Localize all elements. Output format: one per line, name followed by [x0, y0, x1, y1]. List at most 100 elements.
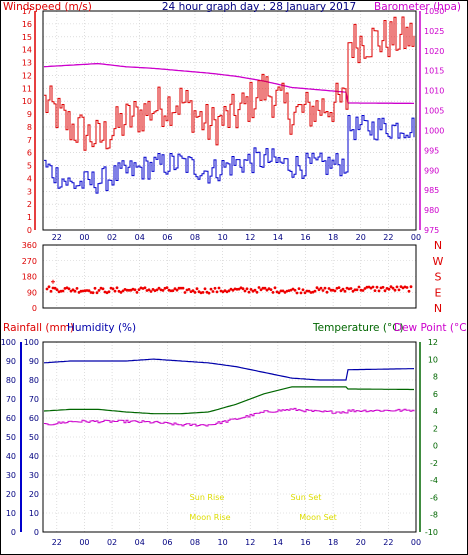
direction-point — [317, 288, 321, 292]
windspeed-tick-label: 17 — [22, 7, 32, 16]
windspeed-tick-label: 10 — [22, 97, 32, 106]
direction-point — [393, 288, 397, 292]
direction-point — [61, 289, 65, 293]
direction-point — [215, 290, 219, 294]
moon-rise-label: Moon Rise — [189, 513, 230, 522]
windspeed-tick-label: 16 — [22, 20, 32, 29]
direction-point — [301, 288, 305, 292]
direction-point — [361, 289, 365, 292]
direction-point — [337, 286, 341, 289]
direction-marker — [51, 279, 55, 284]
gust-line — [44, 115, 415, 194]
dewpoint-line — [44, 407, 415, 427]
direction-point — [209, 287, 213, 291]
hour-tick-label: 20 — [356, 538, 366, 547]
sun-set-label: Sun Set — [291, 493, 322, 502]
hour-tick-label: 22 — [383, 538, 393, 547]
direction-point — [75, 287, 79, 290]
windspeed-tick-label: 15 — [22, 33, 32, 42]
hour-tick-label: 10 — [217, 538, 227, 547]
barometer-tick-label: 975 — [424, 226, 439, 235]
temp-x-ticks: 22 00 02 04 06 08 10 12 14 16 18 20 22 00 — [52, 538, 421, 547]
hour-tick-label: 08 — [190, 538, 200, 547]
direction-point — [271, 291, 275, 294]
direction-point — [303, 291, 307, 295]
rainfall-tick-label: 20 — [29, 490, 39, 499]
hour-tick-label: 00 — [79, 538, 89, 547]
hour-tick-label: 14 — [273, 233, 283, 242]
direction-point — [171, 289, 175, 292]
direction-point — [165, 286, 169, 289]
direction-point — [407, 289, 411, 293]
direction-point — [149, 290, 153, 293]
direction-point — [341, 287, 345, 291]
direction-point — [355, 288, 359, 292]
direction-point — [95, 291, 99, 295]
barometer-tick-label: 1030 — [424, 7, 444, 16]
windspeed-tick-label: 9 — [27, 110, 32, 119]
barometer-tick-label: 985 — [424, 186, 439, 195]
direction-point — [55, 288, 59, 292]
direction-point — [135, 291, 139, 294]
direction-point — [391, 286, 395, 290]
direction-point — [325, 290, 329, 294]
windspeed-tick-label: 3 — [27, 187, 32, 196]
direction-point — [161, 289, 165, 292]
direction-point — [137, 288, 141, 291]
direction-tick-label: 270 — [22, 257, 37, 266]
compass-label: N — [434, 302, 442, 315]
direction-point — [45, 287, 49, 291]
hour-tick-label: 16 — [300, 233, 310, 242]
temp-humidity-frame — [42, 341, 417, 533]
direction-point — [47, 285, 51, 289]
hour-tick-label: 22 — [52, 538, 62, 547]
direction-point — [371, 285, 375, 289]
direction-point — [237, 287, 241, 291]
temperature-tick-label: 4 — [433, 407, 438, 416]
windspeed-tick-label: 5 — [27, 162, 32, 171]
direction-point — [73, 289, 77, 293]
windspeed-tick-label: 6 — [27, 149, 32, 158]
direction-point — [91, 291, 95, 295]
temp-humidity-grid — [43, 342, 417, 532]
direction-point — [119, 291, 123, 294]
direction-point — [381, 285, 385, 289]
hour-tick-label: 14 — [273, 538, 283, 547]
direction-point — [101, 287, 105, 291]
direction-point — [315, 286, 319, 290]
temperature-tick-label: 0 — [433, 442, 438, 451]
barometer-tick-label: 1000 — [424, 126, 444, 135]
direction-point — [395, 285, 399, 289]
direction-degree-ticks: 0 90 180 270 360 — [22, 241, 37, 313]
direction-point — [107, 290, 111, 294]
rainfall-tick-label: 40 — [29, 452, 39, 461]
direction-point — [155, 288, 159, 292]
direction-frame — [42, 244, 417, 309]
direction-point — [291, 287, 295, 291]
direction-point — [133, 288, 137, 292]
windspeed-line — [44, 16, 415, 151]
wind-x-ticks: 22 00 02 04 06 08 10 12 14 16 18 20 22 00 — [52, 233, 421, 242]
direction-point — [143, 286, 147, 290]
hour-tick-label: 06 — [162, 538, 172, 547]
direction-point — [339, 289, 343, 293]
temperature-tick-label: -10 — [425, 528, 438, 537]
direction-point — [295, 291, 299, 295]
barometer-tick-label: 995 — [424, 146, 439, 155]
direction-tick-label: 360 — [22, 241, 37, 250]
direction-point — [281, 289, 285, 293]
hour-tick-label: 12 — [245, 233, 255, 242]
direction-point — [111, 287, 115, 291]
direction-point — [387, 287, 391, 291]
direction-point — [121, 289, 125, 293]
humidity-tick-label: 70 — [6, 395, 16, 404]
hour-tick-label: 04 — [135, 538, 145, 547]
direction-point — [241, 287, 245, 291]
compass-label: N — [434, 239, 442, 252]
humidity-tick-label: 50 — [6, 433, 16, 442]
barometer-tick-label: 1010 — [424, 87, 444, 96]
direction-point — [409, 285, 413, 289]
direction-point — [273, 286, 277, 290]
direction-tick-label: 90 — [27, 288, 37, 297]
